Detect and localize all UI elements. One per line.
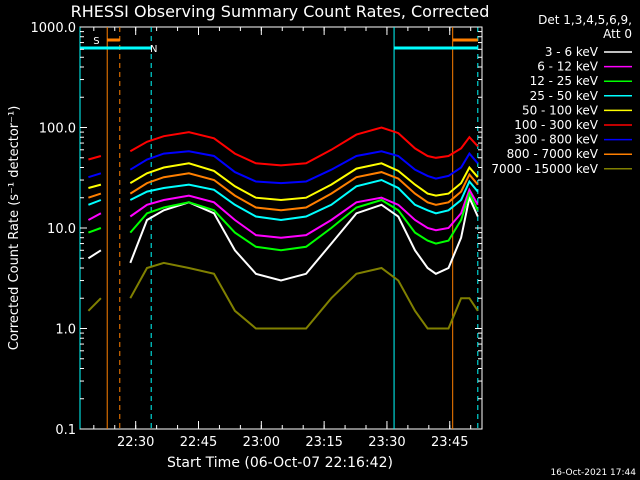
series-line-50-100-keV-0 <box>88 183 102 189</box>
series-line-100-300-keV-1 <box>129 126 479 167</box>
series-line-3-6-keV-0 <box>87 249 102 260</box>
x-tick-label: 23:00 <box>243 435 280 450</box>
y-tick-label: 1000.0 <box>31 21 77 36</box>
x-tick-label: 22:30 <box>117 435 154 450</box>
state-label-N: N <box>150 44 157 55</box>
series-line-800-7000-keV-0 <box>88 192 102 199</box>
x-tick-label: 23:30 <box>368 435 405 450</box>
series-line-25-50-keV-0 <box>88 199 102 206</box>
series-line-800-7000-keV-1 <box>129 171 479 212</box>
legend-label: 7000 - 15000 keV <box>491 162 598 176</box>
y-tick-label: 0.1 <box>55 423 76 438</box>
legend-label: 6 - 12 keV <box>537 60 599 74</box>
legend-label: 50 - 100 keV <box>522 103 599 117</box>
plot-frame <box>79 26 483 430</box>
chart-title: RHESSI Observing Summary Count Rates, Co… <box>71 2 490 21</box>
legend-label: 800 - 7000 keV <box>507 147 599 161</box>
series-line-12-25-keV-0 <box>88 227 102 234</box>
legend-label: 3 - 6 keV <box>545 45 599 59</box>
x-tick-label: 22:45 <box>180 435 217 450</box>
series-line-7000-15000-keV-1 <box>129 261 479 330</box>
series-line-300-800-keV-0 <box>88 172 102 179</box>
series-line-300-800-keV-1 <box>129 150 479 185</box>
series-line-6-12-keV-0 <box>87 212 102 221</box>
legend-label: 12 - 25 keV <box>530 74 599 88</box>
y-axis-label: Corrected Count Rate (s⁻¹ detector⁻¹) <box>7 106 22 351</box>
x-tick-label: 23:15 <box>305 435 342 450</box>
state-label-S: S <box>93 36 99 47</box>
x-axis-label: Start Time (06-Oct-07 22:16:42) <box>167 455 393 471</box>
legend-label: 100 - 300 keV <box>514 118 598 132</box>
series-line-25-50-keV-1 <box>129 178 479 222</box>
y-tick-label: 100.0 <box>39 122 76 137</box>
y-tick-label: 1.0 <box>55 323 76 338</box>
series-line-7000-15000-keV-0 <box>87 297 102 312</box>
series-line-100-300-keV-0 <box>88 155 102 161</box>
series-line-12-25-keV-1 <box>129 190 479 252</box>
legend-header-line-2: Att 0 <box>603 27 632 41</box>
legend-label: 25 - 50 keV <box>530 89 599 103</box>
y-tick-label: 10.0 <box>47 222 76 237</box>
footer-date: 16-Oct-2021 17:44 <box>551 468 637 478</box>
x-tick-label: 23:45 <box>431 435 468 450</box>
series-line-50-100-keV-1 <box>129 162 479 202</box>
legend-label: 300 - 800 keV <box>514 133 598 147</box>
series-line-6-12-keV-1 <box>129 187 479 239</box>
legend-header-line-1: Det 1,3,4,5,6,9, <box>538 13 632 27</box>
